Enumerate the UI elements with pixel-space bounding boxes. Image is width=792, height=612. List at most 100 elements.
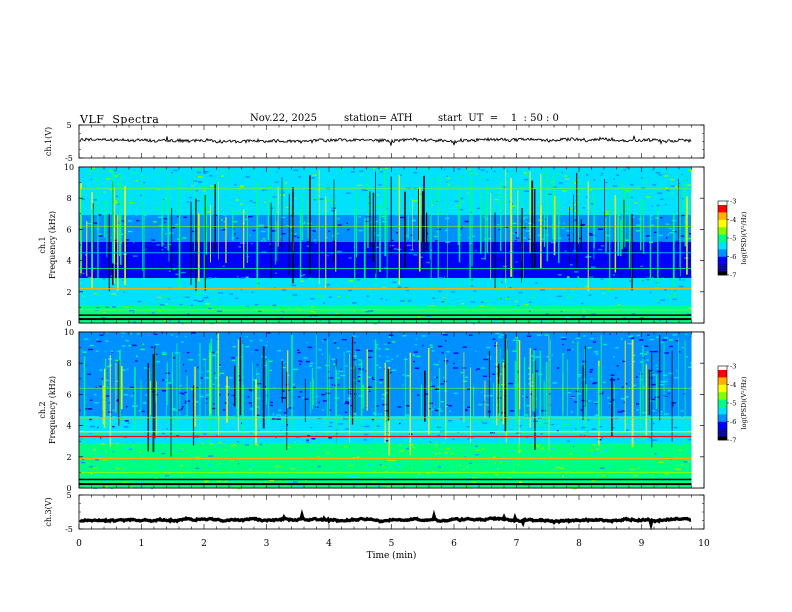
spectrogram-speckle bbox=[175, 168, 178, 171]
spectrogram-speckle bbox=[426, 306, 431, 309]
spectrogram-speckle bbox=[149, 306, 155, 309]
spectrogram-speckle bbox=[154, 333, 158, 335]
spectrogram-speckle bbox=[384, 410, 389, 412]
spectrogram-speckle bbox=[661, 341, 664, 344]
spectrogram-speckle bbox=[181, 341, 184, 343]
spectrogram-speckle bbox=[378, 484, 381, 487]
spectrogram-speckle bbox=[458, 208, 464, 211]
sferic-streak bbox=[208, 349, 210, 435]
spectrogram-speckle bbox=[110, 487, 113, 490]
ytick-label-w3: -5 bbox=[65, 525, 73, 534]
spectrogram-speckle bbox=[687, 183, 691, 185]
spectrogram-speckle bbox=[169, 243, 172, 245]
spectrogram-speckle bbox=[528, 301, 532, 303]
spectrogram-speckle bbox=[88, 173, 92, 175]
spectrogram-speckle bbox=[522, 464, 524, 466]
spectrogram-speckle bbox=[282, 289, 287, 291]
spectrogram-speckle bbox=[679, 285, 684, 288]
spectrogram-speckle bbox=[135, 214, 139, 216]
spectrogram-speckle bbox=[588, 294, 592, 296]
spectrogram-speckle bbox=[660, 411, 663, 413]
spectrogram-row bbox=[79, 332, 692, 335]
ch1-waveform-trace bbox=[79, 135, 692, 146]
spectrogram-speckle bbox=[227, 249, 229, 251]
spectrogram-speckle bbox=[97, 455, 103, 457]
spectrogram-speckle bbox=[172, 193, 176, 196]
sferic-streak bbox=[409, 352, 411, 456]
spectrogram-speckle bbox=[530, 455, 532, 457]
spectrogram-speckle bbox=[136, 234, 140, 236]
spectrogram-speckle bbox=[103, 284, 107, 286]
spectrogram-speckle bbox=[617, 304, 621, 306]
spectrogram-speckle bbox=[530, 393, 532, 395]
spectrogram-speckle bbox=[127, 267, 130, 269]
spectrogram-speckle bbox=[374, 382, 379, 384]
spectrogram-speckle bbox=[628, 336, 632, 338]
spectrogram-speckle bbox=[211, 354, 216, 357]
spectrogram-speckle bbox=[651, 218, 653, 220]
spectrogram-speckle bbox=[470, 297, 475, 299]
spectrogram-speckle bbox=[185, 370, 187, 372]
spectrogram-speckle bbox=[265, 316, 269, 318]
spectrogram-speckle bbox=[95, 386, 97, 389]
spectrogram-speckle bbox=[503, 261, 507, 263]
spectrogram-speckle bbox=[157, 266, 162, 268]
spectrogram-speckle bbox=[341, 338, 347, 341]
spectrogram-speckle bbox=[92, 448, 96, 451]
spectrogram-speckle bbox=[501, 460, 505, 462]
spectrogram-speckle bbox=[110, 301, 113, 303]
spectrogram-speckle bbox=[342, 218, 344, 220]
spectrogram-speckle bbox=[644, 455, 647, 457]
spectrogram-speckle bbox=[661, 449, 664, 451]
spectrogram-speckle bbox=[499, 212, 504, 214]
spectrogram-speckle bbox=[362, 474, 365, 476]
spectrogram-speckle bbox=[559, 242, 562, 245]
sferic-streak bbox=[80, 207, 82, 263]
spectrogram-speckle bbox=[135, 346, 140, 349]
transmitter-line bbox=[79, 471, 692, 473]
spectrogram-speckle bbox=[188, 359, 193, 361]
colorbar-segment bbox=[718, 258, 727, 261]
spectrogram-speckle bbox=[675, 240, 678, 243]
spectrogram-speckle bbox=[388, 334, 394, 336]
spectrogram-speckle bbox=[82, 351, 87, 353]
spectrogram-speckle bbox=[558, 182, 563, 184]
spectrogram-speckle bbox=[90, 425, 95, 428]
spectrogram-speckle bbox=[676, 385, 680, 387]
sferic-streak bbox=[292, 187, 294, 284]
spectrogram-speckle bbox=[674, 468, 679, 470]
spectrogram-speckle bbox=[314, 239, 317, 241]
spectrogram-speckle bbox=[158, 180, 161, 182]
spectrogram-speckle bbox=[467, 406, 471, 408]
spectrogram-speckle bbox=[191, 184, 195, 187]
spectrogram-speckle bbox=[249, 177, 251, 179]
spectrogram-speckle bbox=[607, 397, 610, 399]
colorbar-segment bbox=[718, 239, 727, 241]
sferic-streak bbox=[197, 213, 200, 282]
spectrogram-speckle bbox=[513, 339, 518, 341]
spectrogram-speckle bbox=[444, 206, 449, 208]
sferic-streak bbox=[375, 220, 377, 287]
spectrogram-speckle bbox=[270, 262, 274, 265]
spectrogram-speckle bbox=[399, 276, 403, 278]
spectrogram-speckle bbox=[132, 274, 137, 276]
spectrogram-speckle bbox=[654, 453, 657, 455]
spectrogram-speckle bbox=[594, 351, 598, 353]
spectrogram-speckle bbox=[570, 432, 574, 434]
spectrogram-speckle bbox=[79, 243, 81, 245]
spectrogram-speckle bbox=[147, 343, 152, 346]
spectrogram-speckle bbox=[122, 419, 125, 421]
spectrogram-speckle bbox=[376, 425, 380, 427]
spectrogram-speckle bbox=[286, 211, 291, 213]
spectrogram-speckle bbox=[109, 461, 111, 463]
spectrogram-speckle bbox=[681, 265, 683, 267]
ylabel-w1: ch.1(V) bbox=[44, 127, 53, 156]
spectrogram-speckle bbox=[435, 455, 438, 458]
spectrogram-speckle bbox=[155, 174, 160, 176]
spectrogram-speckle bbox=[239, 255, 243, 257]
spectrogram-speckle bbox=[199, 190, 204, 193]
spectrogram-speckle bbox=[446, 404, 448, 406]
sferic-streak bbox=[604, 179, 605, 246]
spectrogram-speckle bbox=[443, 228, 448, 230]
xtick-label: 1 bbox=[139, 539, 145, 549]
